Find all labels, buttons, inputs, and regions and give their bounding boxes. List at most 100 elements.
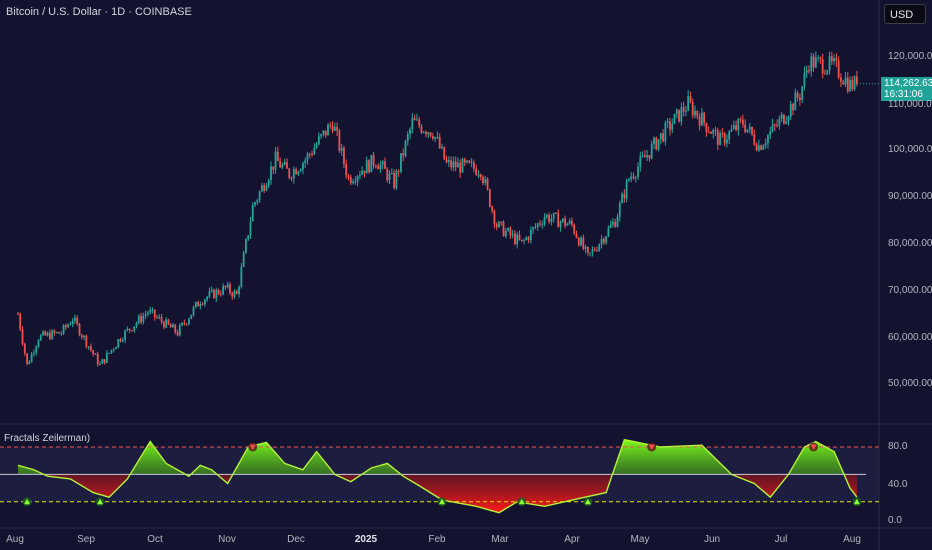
candle-body [258, 191, 261, 200]
candle-body [833, 58, 835, 62]
candle-body [475, 168, 478, 175]
candle-body [764, 143, 767, 146]
candle-body [87, 346, 90, 348]
oscillator-green-fill [18, 439, 857, 475]
indicator-title[interactable]: Fractals Zeilerman) [4, 433, 91, 444]
candle-body [188, 318, 190, 324]
candle-body [413, 118, 416, 121]
candle-body [776, 125, 778, 127]
candle-body [445, 159, 448, 163]
candle-body [609, 224, 612, 228]
candle-body [614, 221, 617, 228]
candle-body [276, 151, 279, 161]
candle-body [830, 56, 833, 62]
candle-body [286, 162, 288, 169]
candle-body [292, 169, 295, 179]
candle-body [92, 350, 95, 354]
candle-body [30, 353, 33, 363]
candle-body [272, 166, 275, 170]
candle-body [694, 110, 696, 116]
candle-body [842, 81, 845, 85]
candle-body [548, 214, 551, 222]
candle-body [844, 77, 847, 85]
candle-body [349, 177, 352, 184]
candle-body [580, 237, 582, 246]
currency-button[interactable]: USD [884, 4, 926, 24]
candle-body [719, 133, 722, 146]
candle-body [242, 252, 245, 267]
candle-body [643, 155, 646, 158]
candle-body [140, 315, 142, 322]
candle-body [616, 216, 619, 228]
candle-body [365, 160, 368, 174]
candle-body [454, 161, 457, 168]
candle-body [700, 112, 703, 126]
candle-body [835, 58, 838, 61]
candle-body [80, 335, 83, 337]
candle-body [441, 146, 443, 149]
candle-body [94, 353, 97, 355]
candle-body [650, 143, 653, 159]
candle-body [254, 202, 256, 205]
candle-body [247, 235, 250, 240]
candle-body [26, 353, 28, 364]
candle-body [796, 92, 799, 98]
candle-body [536, 223, 539, 227]
candle-body [117, 339, 120, 347]
candle-body [550, 218, 553, 222]
candle-body [685, 110, 687, 112]
candle-body [687, 96, 690, 111]
candle-body [470, 162, 473, 164]
candle-body [641, 155, 644, 157]
candle-body [416, 119, 418, 121]
candle-body [162, 321, 165, 328]
candle-body [468, 160, 471, 163]
candle-body [39, 335, 42, 341]
candle-body [283, 162, 286, 165]
candle-body [215, 289, 218, 299]
indicator-axis-label: 80.0 [888, 441, 908, 452]
candle-body [105, 352, 108, 363]
candle-body [523, 240, 525, 242]
candle-body [618, 203, 621, 217]
candle-body [698, 116, 701, 126]
symbol-title[interactable]: Bitcoin / U.S. Dollar · 1D · COINBASE [6, 6, 192, 18]
candle-body [149, 310, 152, 313]
candle-body [126, 328, 129, 331]
candle-body [739, 119, 742, 121]
candle-body [787, 116, 790, 121]
candle-body [379, 164, 382, 170]
candle-body [359, 174, 361, 177]
candle-body [753, 134, 756, 145]
candle-body [306, 153, 309, 161]
candle-body [826, 70, 829, 74]
candle-body [288, 168, 291, 178]
candle-body [361, 170, 364, 175]
candle-body [785, 120, 788, 124]
candle-body [226, 284, 229, 288]
candle-body [628, 179, 630, 181]
candle-body [203, 299, 206, 305]
price-axis-label: 90,000.00 [888, 191, 932, 202]
candle-body [169, 324, 172, 328]
candle-body [62, 325, 65, 334]
time-axis-label: Nov [218, 534, 236, 545]
candle-body [479, 174, 482, 177]
candle-body [452, 161, 455, 168]
candle-body [520, 239, 523, 241]
candle-body [160, 317, 163, 322]
candle-body [279, 160, 282, 168]
candle-body [443, 146, 446, 160]
candle-body [721, 133, 724, 135]
candle-body [67, 324, 70, 328]
candle-body [568, 220, 571, 224]
candle-body [457, 162, 459, 168]
candle-body [409, 128, 411, 135]
candle-body [363, 170, 366, 174]
candle-body [370, 154, 373, 173]
candle-body [377, 165, 380, 170]
candle-body [213, 289, 215, 299]
candle-body [653, 137, 655, 144]
